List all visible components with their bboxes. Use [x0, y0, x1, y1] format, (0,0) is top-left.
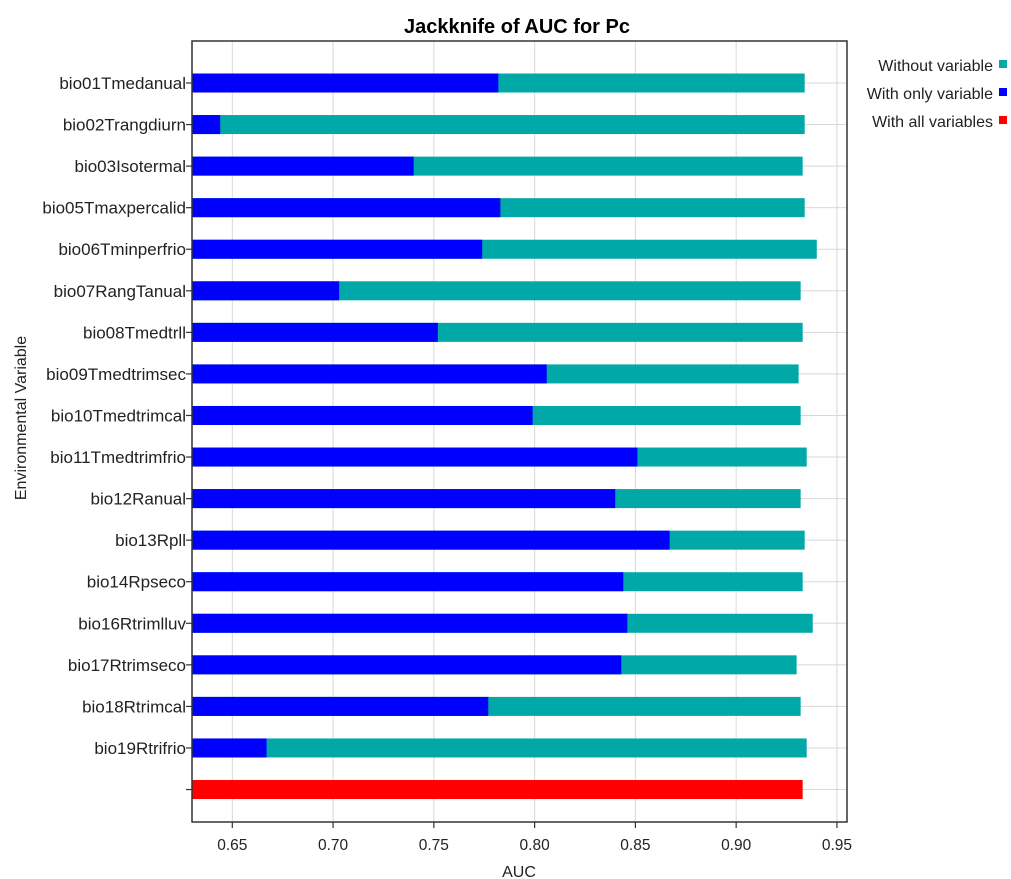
bar-with-only-variable — [192, 530, 670, 550]
bar-with-only-variable — [192, 738, 267, 758]
category-label: bio02Trangdiurn — [63, 116, 186, 135]
legend-label: Without variable — [878, 58, 993, 75]
bar-with-only-variable — [192, 405, 533, 425]
bar-with-only-variable — [192, 239, 483, 259]
bar-with-only-variable — [192, 322, 438, 342]
category-label: bio10Tmedtrimcal — [51, 406, 186, 425]
category-label: bio05Tmaxpercalid — [42, 199, 186, 218]
y-axis-label: Environmental Variable — [13, 336, 30, 500]
category-label: bio09Tmedtrimsec — [46, 365, 186, 384]
category-label: bio18Rtrimcal — [82, 697, 186, 716]
bar-with-only-variable — [192, 281, 340, 301]
legend: Without variable With only variable With a… — [867, 58, 1007, 131]
bar-with-only-variable — [192, 696, 489, 716]
x-tick-label: 0.85 — [620, 837, 650, 854]
bar-with-only-variable — [192, 156, 414, 176]
bars — [192, 73, 817, 800]
chart-title: Jackknife of AUC for Pc — [404, 16, 630, 38]
category-label: bio19Rtrifrio — [94, 739, 186, 758]
plot-frame — [191, 40, 848, 823]
bar-with-only-variable — [192, 489, 616, 509]
legend-swatch — [999, 116, 1007, 124]
bar-with-all-variables — [192, 780, 803, 800]
category-label: bio11Tmedtrimfrio — [50, 448, 186, 467]
category-label: bio03Isotermal — [74, 157, 186, 176]
bar-with-only-variable — [192, 447, 638, 467]
category-label: bio16Rtrimlluv — [78, 614, 186, 633]
x-tick-label: 0.95 — [822, 837, 852, 854]
bar-without-variable — [192, 738, 807, 758]
bar-without-variable — [192, 115, 805, 135]
bar-with-only-variable — [192, 198, 501, 218]
x-axis-label: AUC — [502, 864, 536, 879]
category-label: bio01Tmedanual — [59, 74, 186, 93]
x-tick-label: 0.65 — [217, 837, 247, 854]
bar-with-only-variable — [192, 364, 547, 384]
legend-label: With all variables — [872, 114, 993, 131]
y-axis-ticks: bio01Tmedanual bio02Trangdiurn bio03Isoter… — [42, 74, 192, 791]
bar-with-only-variable — [192, 73, 499, 93]
legend-label: With only variable — [867, 86, 993, 103]
legend-swatch — [999, 88, 1007, 96]
category-label: bio13Rpll — [115, 531, 186, 550]
bar-with-only-variable — [192, 655, 622, 675]
bar-with-only-variable — [192, 613, 628, 633]
category-label: bio08Tmedtrll — [83, 323, 186, 342]
bar-with-only-variable — [192, 572, 624, 592]
x-tick-label: 0.75 — [419, 837, 449, 854]
x-tick-label: 0.70 — [318, 837, 349, 854]
bar-without-variable — [192, 281, 801, 301]
x-axis-ticks: 0.65 0.70 0.75 0.80 0.85 0.90 0.95 — [217, 822, 852, 854]
legend-swatch — [999, 60, 1007, 68]
category-label: bio12Ranual — [91, 490, 186, 509]
category-label: bio06Tminperfrio — [58, 240, 186, 259]
x-tick-label: 0.90 — [721, 837, 752, 854]
bar-with-only-variable — [192, 115, 221, 135]
x-tick-label: 0.80 — [520, 837, 551, 854]
category-label: bio17Rtrimseco — [68, 656, 186, 675]
category-label: bio07RangTanual — [54, 282, 186, 301]
category-label: bio14Rpseco — [87, 573, 186, 592]
